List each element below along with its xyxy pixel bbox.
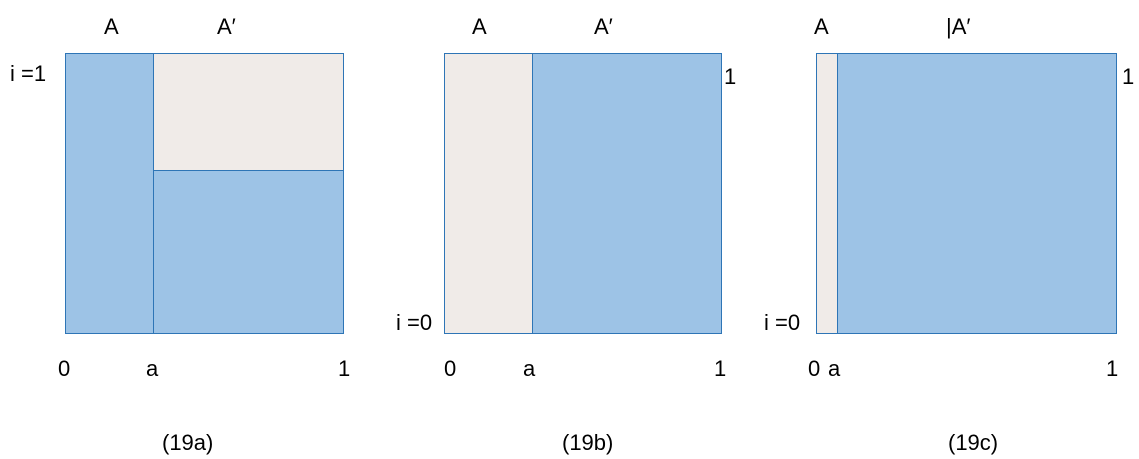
axis-label-a: a [523, 356, 536, 381]
panel-19b: A A′ 1 i =0 0 a 1 (19b) [380, 0, 760, 459]
region-A-prime-lower [153, 170, 344, 334]
region-A-prime [837, 53, 1117, 334]
caption: (19a) [162, 430, 214, 455]
label-i: i =0 [764, 310, 801, 335]
label-i: i =0 [396, 310, 433, 335]
label-right-1: 1 [1122, 64, 1135, 89]
axis-label-0: 0 [58, 356, 71, 381]
caption: (19c) [948, 430, 999, 455]
label-A: A [814, 14, 829, 39]
axis-label-1: 1 [1106, 356, 1119, 381]
label-A: A [104, 14, 119, 39]
axis-label-1: 1 [714, 356, 727, 381]
region-A [65, 53, 154, 334]
axis-label-a: a [146, 356, 159, 381]
label-i: i =1 [10, 61, 47, 86]
label-A: A [472, 14, 487, 39]
region-A-prime-upper [153, 53, 344, 171]
region-A [816, 53, 838, 334]
region-A [444, 53, 533, 334]
axis-label-a: a [828, 356, 841, 381]
axis-label-0: 0 [444, 356, 457, 381]
label-A-prime: |A′ [946, 14, 971, 39]
axis-label-1: 1 [338, 356, 351, 381]
panel-19c: A |A′ 1 i =0 0 a 1 (19c) [760, 0, 1139, 459]
axis-label-0: 0 [808, 356, 821, 381]
label-right-1: 1 [724, 64, 737, 89]
panel-19a: A A′ i =1 0 a 1 (19a) [0, 0, 380, 459]
region-A-prime [532, 53, 722, 334]
label-A-prime: A′ [594, 14, 613, 39]
label-A-prime: A′ [217, 14, 236, 39]
caption: (19b) [562, 430, 614, 455]
